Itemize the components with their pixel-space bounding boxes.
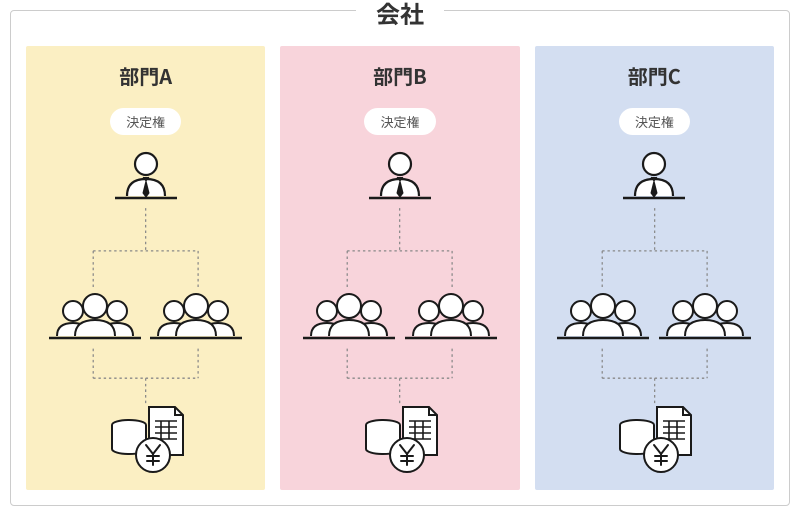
company-container: 会社 部門A 決定権 — [10, 10, 790, 506]
dept-title: 部門C — [628, 61, 681, 90]
team-icon — [47, 289, 143, 343]
manager-icon — [545, 149, 764, 209]
team-icon — [657, 289, 753, 343]
teams-row — [545, 289, 764, 343]
finance-icon — [545, 403, 764, 475]
finance-icon — [290, 403, 509, 475]
authority-badge: 決定権 — [364, 108, 435, 135]
teams-row — [36, 289, 255, 343]
finance-icon — [36, 403, 255, 475]
dept-title: 部門A — [119, 61, 172, 90]
departments-row: 部門A 決定権 — [26, 46, 774, 490]
manager-icon — [290, 149, 509, 209]
dept-hierarchy — [290, 149, 509, 475]
authority-badge: 決定権 — [110, 108, 181, 135]
teams-row — [290, 289, 509, 343]
dept-title: 部門B — [373, 61, 427, 90]
department-a: 部門A 決定権 — [26, 46, 265, 490]
team-icon — [403, 289, 499, 343]
manager-icon — [36, 149, 255, 209]
team-icon — [555, 289, 651, 343]
team-icon — [301, 289, 397, 343]
department-b: 部門B 決定権 — [280, 46, 519, 490]
authority-badge: 決定権 — [619, 108, 690, 135]
company-title: 会社 — [356, 0, 444, 30]
department-c: 部門C 決定権 — [535, 46, 774, 490]
dept-hierarchy — [545, 149, 764, 475]
dept-hierarchy — [36, 149, 255, 475]
team-icon — [148, 289, 244, 343]
